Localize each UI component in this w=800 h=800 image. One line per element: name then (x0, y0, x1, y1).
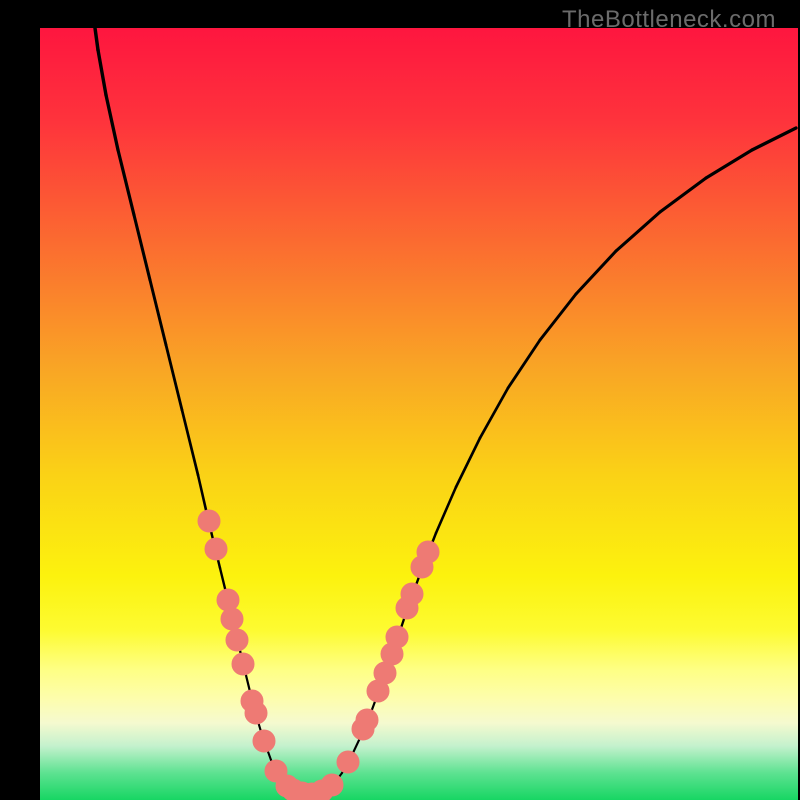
overlay-svg (0, 0, 800, 800)
curve-marker (356, 709, 378, 731)
curve-segment (706, 150, 752, 178)
curve-marker (401, 583, 423, 605)
curve-segment (98, 50, 106, 95)
curve-marker (217, 589, 239, 611)
curve-marker (337, 751, 359, 773)
curve-marker (232, 653, 254, 675)
curve-segment (95, 28, 98, 50)
curve-marker (205, 538, 227, 560)
curve-marker (198, 510, 220, 532)
curve-marker (226, 629, 248, 651)
curve-marker (417, 541, 439, 563)
curve-segment (436, 487, 456, 533)
curve-segment (166, 345, 182, 410)
curve-segment (480, 388, 508, 438)
watermark-text: TheBottleneck.com (562, 6, 776, 34)
curve-segment (182, 410, 198, 475)
curve-marker (321, 774, 343, 796)
curve-segment (508, 340, 540, 388)
curve-segment (660, 178, 706, 212)
curve-marker (386, 626, 408, 648)
bottleneck-curve (95, 28, 796, 794)
curve-segment (540, 294, 576, 340)
curve-segment (456, 438, 480, 487)
curve-segment (616, 212, 660, 251)
curve-segment (106, 95, 118, 150)
curve-segment (118, 150, 134, 215)
curve-segment (752, 128, 796, 150)
curve-marker (245, 702, 267, 724)
curve-marker (221, 608, 243, 630)
curve-markers (198, 510, 439, 800)
chart-container: TheBottleneck.com (0, 0, 800, 800)
curve-segment (134, 215, 150, 280)
curve-marker (253, 730, 275, 752)
curve-segment (576, 251, 616, 294)
curve-segment (150, 280, 166, 345)
